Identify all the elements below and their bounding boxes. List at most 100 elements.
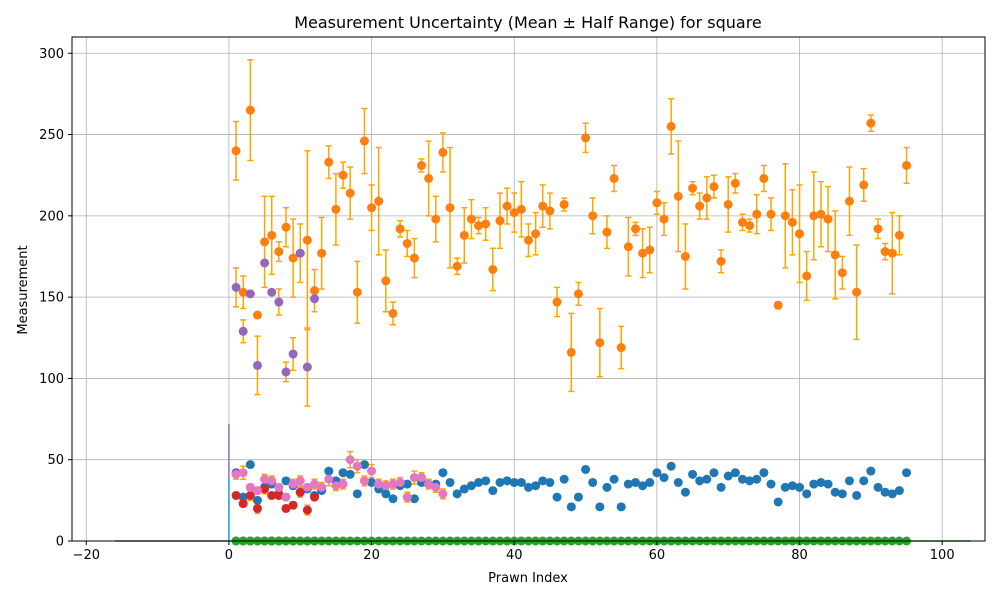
data-point — [288, 253, 298, 263]
data-point — [666, 121, 676, 131]
data-point — [395, 224, 405, 234]
data-point — [424, 173, 434, 183]
data-point — [367, 203, 377, 213]
data-point — [545, 477, 555, 487]
data-point — [459, 484, 469, 494]
data-point — [502, 201, 512, 211]
data-point — [844, 476, 854, 486]
x-tick-label: 80 — [791, 548, 808, 563]
data-point — [281, 492, 291, 502]
data-point — [581, 133, 591, 143]
data-point — [245, 460, 255, 470]
data-point — [367, 466, 377, 476]
data-point — [395, 477, 405, 487]
data-point — [352, 287, 362, 297]
data-point — [252, 486, 262, 496]
data-point — [830, 487, 840, 497]
data-point — [310, 492, 320, 502]
data-point — [759, 468, 769, 478]
data-point — [359, 136, 369, 146]
x-tick-label: 60 — [649, 548, 666, 563]
data-point — [381, 489, 391, 499]
data-point — [787, 481, 797, 491]
data-point — [345, 469, 355, 479]
data-point — [402, 479, 412, 489]
data-point — [417, 160, 427, 170]
data-point — [588, 211, 598, 221]
data-point — [252, 503, 262, 513]
data-point — [581, 464, 591, 474]
data-point — [538, 476, 548, 486]
data-point — [302, 235, 312, 245]
data-point — [752, 209, 762, 219]
data-point — [374, 196, 384, 206]
data-point — [274, 247, 284, 257]
data-point — [245, 490, 255, 500]
data-point — [894, 486, 904, 496]
data-point — [524, 482, 533, 492]
data-point — [252, 310, 262, 320]
axes-frame — [71, 36, 986, 542]
data-point — [310, 294, 320, 304]
data-point — [245, 289, 255, 299]
data-point — [338, 170, 348, 180]
data-point — [595, 338, 605, 348]
data-point — [324, 157, 334, 167]
data-point — [417, 473, 427, 483]
data-point — [302, 482, 312, 492]
data-point — [702, 193, 712, 203]
data-point — [274, 297, 284, 307]
data-point — [545, 206, 555, 216]
data-point — [345, 188, 355, 198]
y-tick-label: 300 — [39, 47, 64, 62]
data-point — [559, 474, 569, 484]
data-point — [538, 201, 548, 211]
data-point — [609, 474, 619, 484]
data-point — [802, 271, 812, 281]
data-point — [823, 214, 833, 224]
data-point — [730, 468, 740, 478]
data-point — [302, 362, 312, 372]
data-point — [524, 235, 533, 245]
data-point — [880, 487, 890, 497]
data-point — [381, 481, 391, 491]
data-point — [638, 481, 648, 491]
data-point — [352, 461, 362, 471]
data-point — [830, 250, 840, 260]
data-point — [424, 479, 434, 489]
data-point — [267, 287, 277, 297]
data-point — [666, 461, 676, 471]
data-point — [716, 482, 726, 492]
data-point — [260, 237, 270, 247]
data-point — [260, 474, 270, 484]
data-point — [388, 308, 398, 318]
data-point — [338, 468, 348, 478]
data-point — [645, 477, 655, 487]
data-point — [802, 489, 812, 499]
data-point — [531, 481, 541, 491]
data-point — [317, 482, 327, 492]
data-point — [773, 497, 783, 507]
data-point — [787, 217, 797, 227]
data-point — [238, 287, 248, 297]
data-point — [252, 495, 262, 505]
data-point — [367, 477, 377, 487]
data-point — [509, 208, 519, 218]
data-point — [466, 481, 476, 491]
data-point — [773, 300, 783, 310]
data-point — [281, 476, 291, 486]
data-point — [310, 286, 320, 296]
data-point — [702, 474, 712, 484]
y-tick-label: 100 — [39, 372, 64, 387]
data-point — [531, 229, 541, 239]
data-point — [852, 490, 862, 500]
data-point — [887, 489, 897, 499]
data-point — [516, 204, 526, 214]
data-point — [766, 479, 776, 489]
data-point — [837, 489, 847, 499]
data-point — [495, 216, 505, 226]
data-point — [894, 230, 904, 240]
data-point — [481, 476, 491, 486]
data-point — [559, 199, 569, 209]
